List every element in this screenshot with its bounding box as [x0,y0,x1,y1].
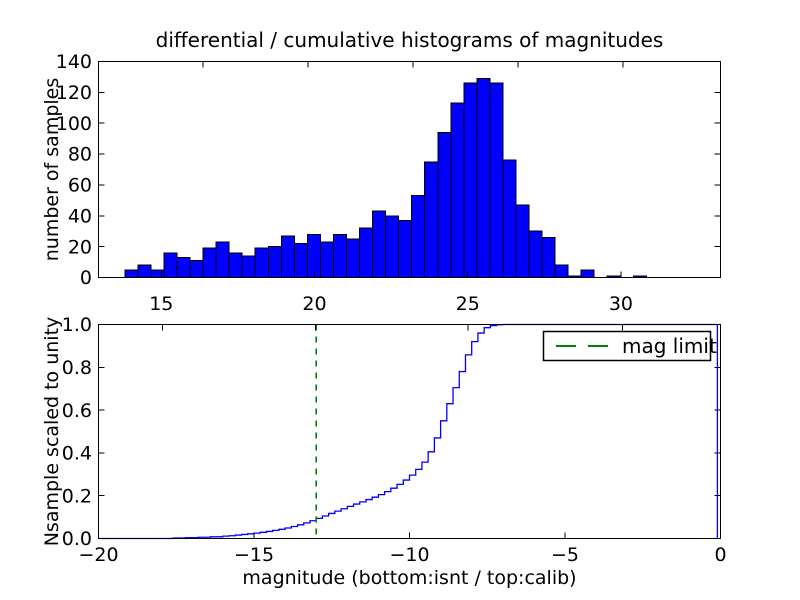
axis-tick-labels: −20 −15 −10 −5 0 0.0 0.2 0.4 0.6 0.8 1.0 [62,314,727,566]
y-tick-label: 0 [80,267,92,289]
chart-title: differential / cumulative histograms of … [156,28,664,52]
y-tick-label: 0.6 [62,400,92,422]
histogram-bar [124,269,139,278]
histogram-bar [554,264,569,278]
histogram-bar [359,227,374,278]
x-tick-label: 20 [302,293,326,315]
axes-frame [98,61,721,278]
y-tick-label: 80 [68,144,92,166]
y-tick-label: 60 [68,175,92,197]
histogram-bars [124,77,647,279]
histogram-bar [580,269,595,278]
histogram-bar [385,215,400,279]
y-tick-label: 120 [56,82,92,104]
cumulative-curve [98,323,719,540]
histogram-bar [293,243,308,278]
histogram-bar [372,210,387,279]
x-tick-label: 30 [609,293,633,315]
histogram-bar [332,233,347,279]
bottom-ylabel: Nsample scaled to unity [41,317,63,547]
y-tick-label: 1.0 [62,314,92,336]
histogram-bar [424,161,439,279]
x-tick-label: 25 [456,293,480,315]
top-ylabel: number of samples [41,78,63,262]
histogram-bar [137,264,152,278]
histogram-bar [306,233,321,279]
histogram-bar [254,247,269,278]
histogram-bar [228,252,243,278]
histogram-bar [515,204,530,278]
histogram-bar [202,247,217,278]
histogram-bar [150,269,165,278]
histogram-bar [528,230,543,278]
histogram-bar [176,256,191,279]
x-tick-label: 0 [714,544,726,566]
x-tick-label: −5 [551,544,579,566]
legend-label: mag limit [622,334,717,358]
y-tick-label: 0.2 [62,485,92,507]
y-tick-label: 0.0 [62,528,92,550]
histogram-bar [463,82,478,278]
histogram-bar [215,241,230,278]
y-tick-label: 40 [68,205,92,227]
x-tick-label: −15 [234,544,274,566]
histogram-bar [502,159,517,278]
histogram-bar [345,238,361,279]
histogram-bar [489,82,504,278]
histogram-bar [541,236,556,278]
y-tick-label: 0.8 [62,357,92,379]
histogram-bar [437,131,452,278]
legend: mag limit [542,330,717,362]
top-histogram-plot: 15 20 25 30 0 20 40 60 80 100 120 140 [56,51,721,315]
histogram-bar [398,219,413,279]
x-tick-label: −20 [78,544,118,566]
y-tick-label: 0.4 [62,443,92,465]
axis-tick-labels: 15 20 25 30 0 20 40 60 80 100 120 140 [56,51,633,315]
histogram-bar [280,235,295,278]
histogram-bar [163,252,178,278]
axes-frame [98,324,721,539]
x-tick-label: 15 [149,293,173,315]
y-tick-label: 20 [68,236,92,258]
histogram-bar [189,260,204,278]
bottom-xlabel: magnitude (bottom:isnt / top:calib) [242,567,576,589]
y-tick-label: 140 [56,51,92,73]
bottom-cumulative-plot: −20 −15 −10 −5 0 0.0 0.2 0.4 0.6 0.8 1.0 [62,314,727,566]
histogram-bar [450,102,465,278]
x-tick-label: −10 [389,544,429,566]
histogram-bar [476,77,491,278]
y-tick-label: 100 [56,113,92,135]
histogram-bar [241,255,256,278]
histogram-bar [267,246,282,278]
histogram-bar [411,195,426,279]
histogram-bar [319,241,334,278]
